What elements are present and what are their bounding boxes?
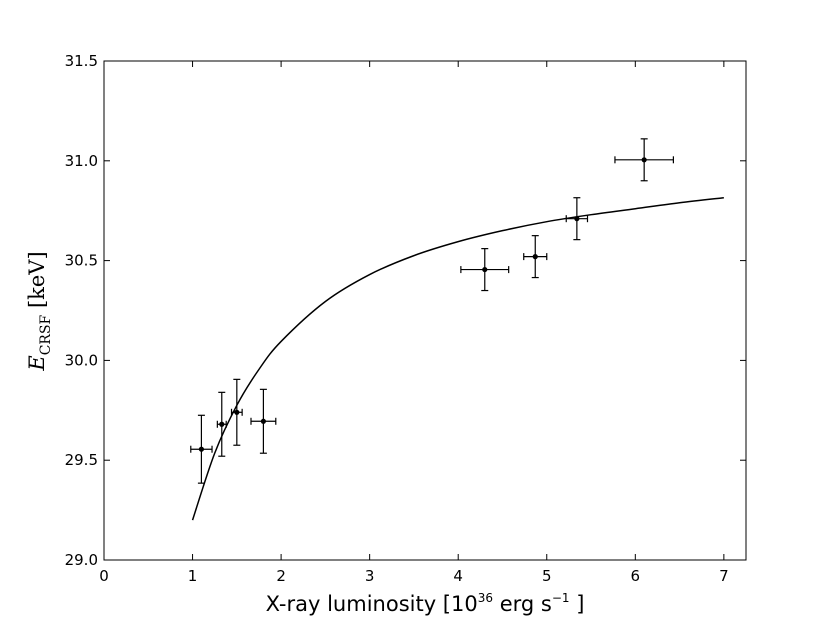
y-tick-label: 31.0 [65, 152, 98, 170]
x-tick-label: 7 [719, 567, 729, 585]
x-tick-label: 4 [453, 567, 463, 585]
y-tick-label: 29.0 [65, 551, 98, 569]
x-axis-label-unit-exp: −1 [552, 591, 570, 605]
y-axis-label: ECRSF [keV] [25, 251, 54, 371]
point-marker [532, 254, 538, 260]
x-axis-label: X-ray luminosity [1036 erg s−1 ] [266, 591, 585, 616]
x-axis-label-unit: erg s [493, 592, 552, 616]
point-marker [198, 446, 205, 452]
point-marker [574, 216, 580, 222]
y-tick-label: 30.5 [65, 252, 98, 270]
tick-labels: 0 1 2 3 4 5 6 7 29.0 29.5 30.0 30.5 31.0 31.5 [65, 52, 729, 585]
y-tick-label: 30.0 [65, 351, 98, 369]
point-marker [260, 418, 266, 424]
ticks [103, 60, 746, 561]
data-point [565, 197, 589, 241]
x-axis-label-suffix: ] [570, 592, 585, 616]
model-curve [191, 196, 724, 521]
plot-frame [103, 60, 747, 561]
x-tick-label: 6 [631, 567, 641, 585]
point-marker [234, 409, 240, 415]
x-tick-label: 2 [276, 567, 286, 585]
x-axis-label-power-base: 10 [451, 592, 478, 616]
data-point [250, 388, 277, 454]
x-tick-label: 0 [99, 567, 109, 585]
point-marker [482, 266, 488, 273]
data-points [190, 138, 674, 484]
data-point [216, 391, 227, 457]
x-axis-label-power-exp: 36 [478, 591, 493, 605]
y-tick-label: 31.5 [65, 52, 98, 70]
y-tick-label: 29.5 [65, 451, 98, 469]
point-marker [641, 157, 647, 163]
data-point [230, 378, 243, 446]
x-tick-label: 1 [188, 567, 198, 585]
x-tick-label: 3 [365, 567, 375, 585]
data-point [460, 248, 510, 292]
data-point [523, 235, 548, 279]
x-tick-label: 5 [542, 567, 552, 585]
data-point [190, 414, 213, 484]
y-axis-label-unit: [keV] [25, 251, 49, 314]
y-axis-label-subscript: CRSF [38, 314, 54, 355]
data-point [614, 138, 674, 182]
point-marker [219, 421, 225, 427]
